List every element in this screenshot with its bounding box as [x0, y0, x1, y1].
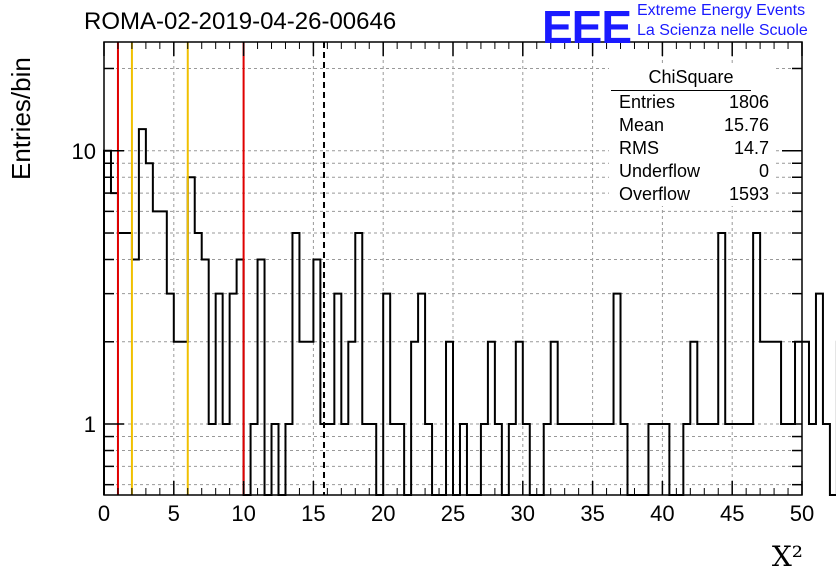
x-tick-label: 25 — [441, 501, 465, 526]
stats-box: ChiSquare Entries 1806 Mean 15.76 RMS 14… — [609, 64, 773, 206]
x-tick-label: 40 — [650, 501, 674, 526]
x-tick-label: 10 — [231, 501, 255, 526]
stats-label: Underflow — [619, 161, 701, 181]
y-tick-label: 10 — [72, 139, 96, 164]
y-tick-label: 1 — [84, 412, 96, 437]
eee-logo: EEE — [542, 1, 632, 53]
eee-tagline-1: Extreme Energy Events — [637, 2, 806, 19]
x-tick-label: 0 — [98, 501, 110, 526]
stats-value: 1593 — [728, 184, 769, 204]
stats-title: ChiSquare — [648, 67, 734, 87]
x-tick-label: 20 — [371, 501, 395, 526]
x-tick-label: 50 — [790, 501, 814, 526]
run-title: ROMA-02-2019-04-26-00646 — [84, 8, 397, 35]
eee-tagline-2: La Scienza nelle Scuole — [637, 22, 808, 39]
x-tick-label: 35 — [580, 501, 604, 526]
stats-value: 0 — [758, 161, 769, 181]
stats-value: 14.7 — [733, 138, 769, 158]
x-axis-label: X² — [772, 540, 803, 572]
y-axis-label: Entries/bin — [6, 57, 36, 180]
stats-label: Mean — [619, 115, 665, 135]
axis-ticks — [103, 42, 803, 495]
stats-row-mean: Mean 15.76 — [609, 114, 773, 137]
stats-label: Overflow — [619, 184, 691, 204]
stats-label: Entries — [619, 92, 676, 112]
x-tick-label: 5 — [168, 501, 180, 526]
x-tick-label: 45 — [720, 501, 744, 526]
stats-row-rms: RMS 14.7 — [609, 137, 773, 160]
stats-label: RMS — [619, 138, 659, 158]
x-tick-label: 15 — [301, 501, 325, 526]
x-tick-label: 30 — [511, 501, 535, 526]
stats-row-overflow: Overflow 1593 — [609, 183, 773, 206]
reference-lines — [116, 42, 326, 495]
stats-divider — [611, 90, 751, 91]
tick-labels: 0 5 10 15 20 25 30 35 40 45 50 1 10 — [72, 139, 815, 526]
stats-value: 15.76 — [723, 115, 769, 135]
histogram-outline — [103, 128, 836, 496]
stats-row-underflow: Underflow 0 — [609, 160, 773, 183]
stats-row-entries: Entries 1806 — [609, 91, 773, 114]
stats-value: 1806 — [728, 92, 769, 112]
